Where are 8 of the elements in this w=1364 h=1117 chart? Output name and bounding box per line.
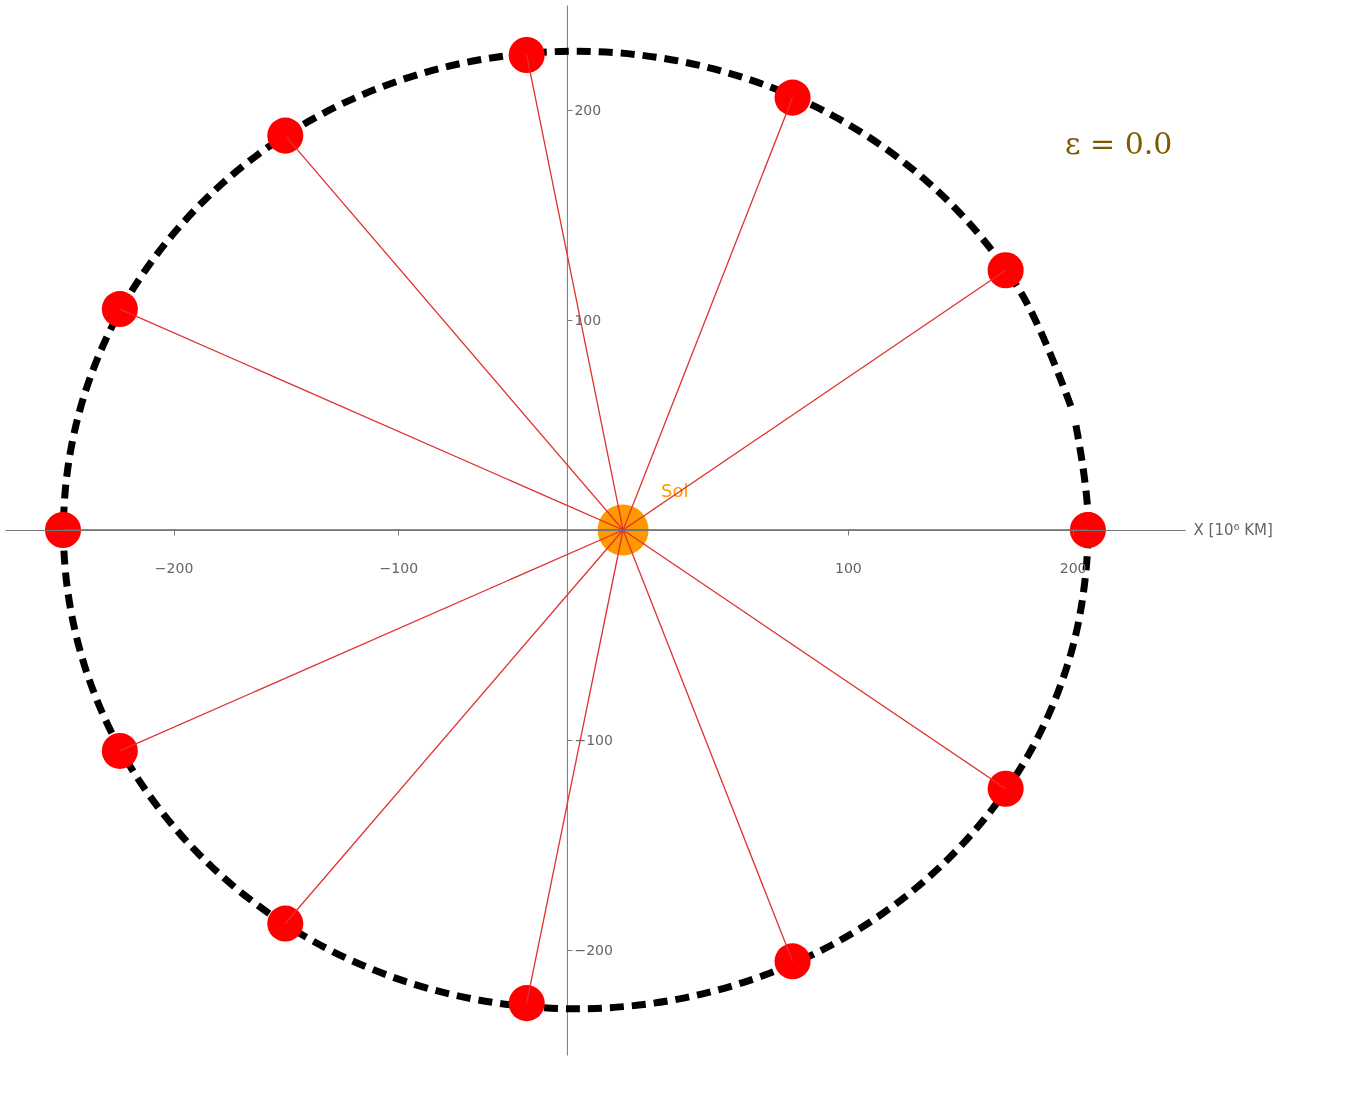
x-tick-label: 200 [1059,559,1087,576]
annotation: ε = 0.0 [1065,126,1173,161]
x-axis-title: X [10⁶ KM] [1193,520,1273,539]
x-tick-label: 100 [834,559,862,576]
y-tick-label: −200 [574,941,613,958]
x-tick-label: −100 [379,559,419,576]
y-tick-label: 200 [574,101,602,118]
x-tick-label: −200 [154,559,194,576]
